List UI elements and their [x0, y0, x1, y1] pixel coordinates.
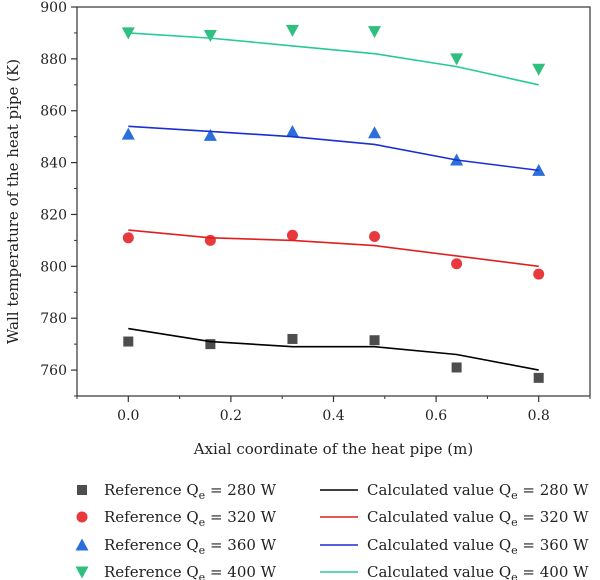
series-1 — [122, 229, 545, 280]
legend-item: Calculated value Qe = 280 W — [320, 481, 589, 502]
data-point — [369, 231, 381, 243]
data-marks — [121, 24, 546, 383]
axes: 0.0 0.2 0.4 0.6 0.8 760 780 800 820 840 860 880 900 — [40, 0, 591, 424]
data-point — [203, 128, 217, 141]
y-tick-label: 860 — [40, 104, 67, 120]
series-0 — [123, 333, 544, 383]
data-point — [533, 372, 544, 383]
legend-item: Reference Qe = 320 W — [76, 508, 277, 529]
data-point — [368, 26, 382, 39]
y-tick-label: 900 — [40, 0, 67, 16]
data-point — [450, 53, 464, 66]
x-tick-label: 0.0 — [117, 408, 139, 424]
data-point — [285, 124, 299, 137]
series-line — [128, 125, 539, 172]
data-point — [205, 339, 216, 350]
data-point — [369, 335, 380, 346]
legend-label: Calculated value Qe = 400 W — [367, 563, 589, 580]
legend-label: Reference Qe = 400 W — [104, 563, 277, 580]
y-tick-label: 760 — [40, 363, 67, 379]
legend-label: Reference Qe = 280 W — [104, 481, 277, 502]
legend-item: Reference Qe = 360 W — [75, 536, 277, 557]
series-7 — [128, 32, 539, 86]
legend-label: Calculated value Qe = 280 W — [367, 481, 589, 502]
legend-item: Reference Qe = 280 W — [77, 481, 277, 502]
data-point — [451, 362, 462, 373]
data-point — [532, 63, 546, 76]
data-point — [285, 24, 299, 37]
legend-label: Reference Qe = 320 W — [104, 508, 277, 529]
series-5 — [128, 229, 539, 268]
x-axis-label: Axial coordinate of the heat pipe (m) — [193, 440, 473, 458]
data-point — [287, 333, 298, 344]
data-point — [203, 30, 217, 43]
legend-marker — [77, 485, 87, 495]
series-line — [128, 229, 539, 268]
legend-label: Calculated value Qe = 320 W — [367, 508, 589, 529]
data-point — [204, 234, 216, 246]
y-tick-label: 840 — [40, 156, 67, 172]
plot-frame — [76, 6, 591, 397]
x-tick-label: 0.4 — [322, 408, 344, 424]
series-6 — [128, 125, 539, 172]
data-point — [451, 258, 463, 270]
y-tick-label: 820 — [40, 207, 67, 223]
series-line — [128, 32, 539, 86]
y-tick-label: 800 — [40, 259, 67, 275]
legend-item: Calculated value Qe = 400 W — [320, 563, 589, 580]
data-point — [121, 127, 135, 140]
legend: Reference Qe = 280 W Reference Qe = 320 W… — [75, 481, 589, 580]
y-axis-label: Wall temperature of the heat pipe (K) — [4, 59, 22, 344]
data-point — [368, 126, 382, 139]
data-point — [286, 229, 298, 241]
series-2 — [121, 124, 546, 176]
series-line — [128, 327, 539, 371]
x-tick-label: 0.2 — [220, 408, 242, 424]
series-4 — [128, 327, 539, 371]
data-point — [122, 232, 134, 244]
x-tick-label: 0.8 — [528, 408, 550, 424]
legend-marker — [75, 538, 89, 551]
legend-marker — [75, 566, 89, 579]
data-point — [533, 268, 545, 280]
legend-marker — [76, 511, 88, 523]
legend-item: Reference Qe = 400 W — [75, 563, 277, 580]
y-tick-label: 780 — [40, 311, 67, 327]
legend-item: Calculated value Qe = 360 W — [320, 536, 589, 557]
y-tick-label: 880 — [40, 52, 67, 68]
x-tick-label: 0.6 — [425, 408, 447, 424]
data-point — [123, 336, 134, 347]
legend-label: Reference Qe = 360 W — [104, 536, 277, 557]
legend-item: Calculated value Qe = 320 W — [320, 508, 589, 529]
legend-label: Calculated value Qe = 360 W — [367, 536, 589, 557]
